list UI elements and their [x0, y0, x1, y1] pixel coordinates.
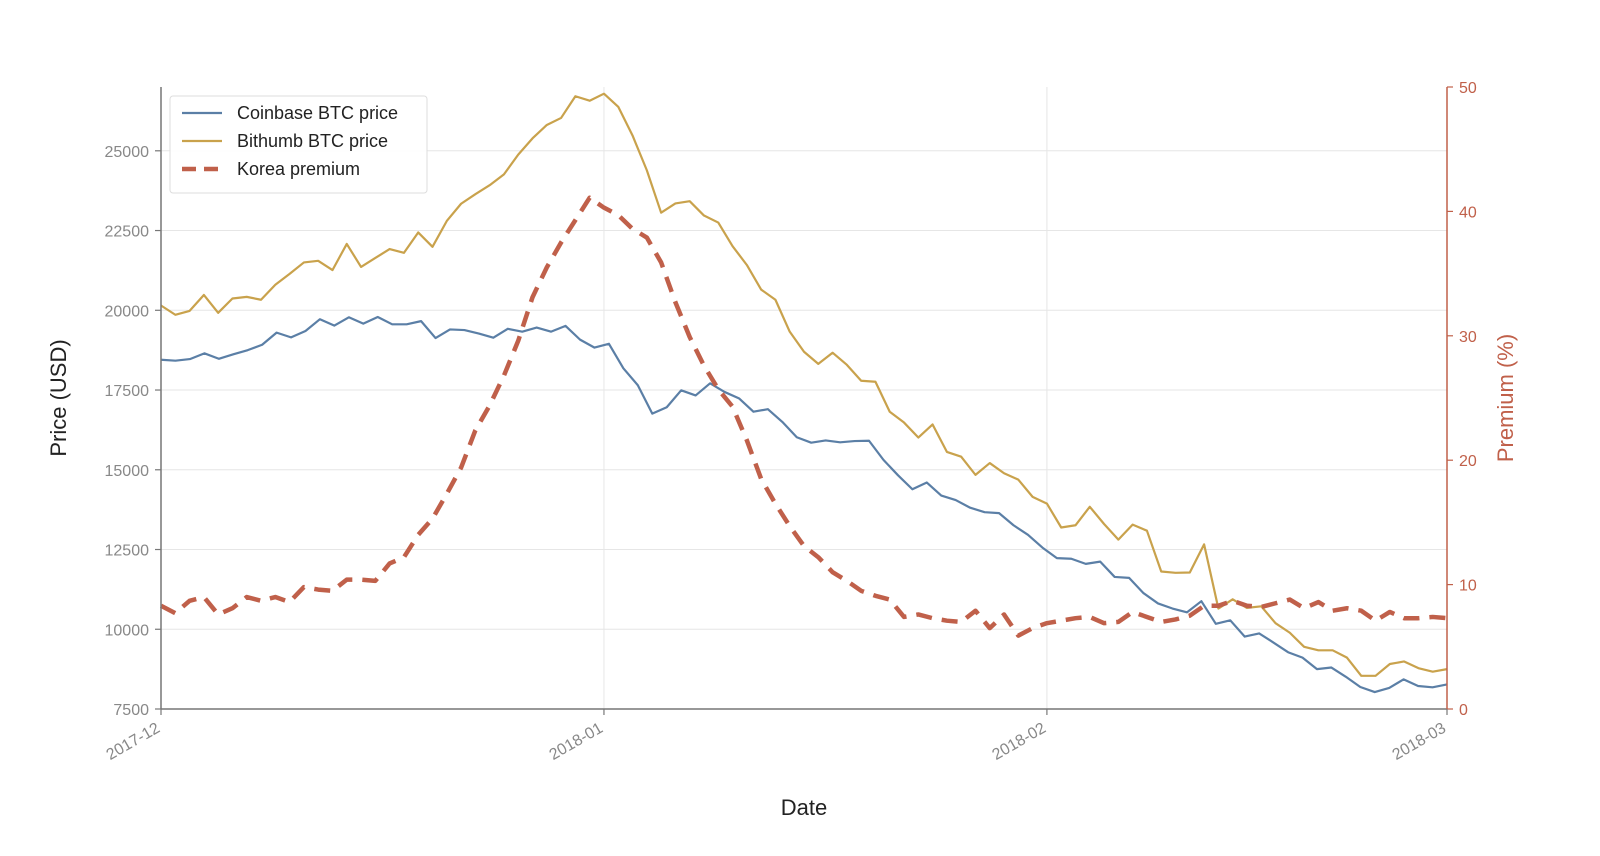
y-right-tick-label: 20: [1459, 453, 1477, 470]
y-left-tick-label: 22500: [105, 224, 150, 241]
y-right-tick-label: 0: [1459, 702, 1468, 719]
legend-items: Coinbase BTC price Bithumb BTC price Korea…: [182, 103, 398, 179]
y-right-tick-label: 30: [1459, 329, 1477, 346]
series-line-coinbase-btc-price: [160, 315, 1448, 694]
axes-layer: [160, 87, 1448, 710]
series-layer: [159, 92, 1448, 694]
y-right-tick-label: 10: [1459, 578, 1477, 595]
legend-label: Coinbase BTC price: [237, 103, 398, 123]
legend-label: Korea premium: [237, 159, 360, 179]
x-tick-label: 2018-02: [990, 720, 1049, 764]
y-left-tick-label: 7500: [113, 702, 149, 719]
series-line-korea-premium: [159, 195, 1448, 638]
y-axis-title-right: Premium (%): [1493, 334, 1518, 462]
legend-label: Bithumb BTC price: [237, 131, 388, 151]
y-right-tick-label: 50: [1459, 80, 1477, 97]
legend: Coinbase BTC price Bithumb BTC price Korea…: [169, 95, 428, 194]
y-left-tick-label: 17500: [105, 383, 150, 400]
y-left-tick-label: 15000: [105, 463, 150, 480]
y-axis-title-left: Price (USD): [46, 339, 71, 456]
y-left-tick-label: 10000: [105, 622, 150, 639]
y-left-tick-label: 25000: [105, 144, 150, 161]
y-right-tick-label: 40: [1459, 204, 1477, 221]
y-left-tick-label: 20000: [105, 303, 150, 320]
x-axis-title: Date: [781, 795, 827, 820]
series-line-bithumb-btc-price: [160, 92, 1448, 677]
legend-box: [169, 95, 428, 194]
x-tick-label: 2018-01: [547, 720, 606, 764]
x-tick-label: 2018-03: [1390, 720, 1449, 764]
x-tick-label: 2017-12: [104, 720, 163, 764]
y-left-tick-label: 12500: [105, 543, 150, 560]
